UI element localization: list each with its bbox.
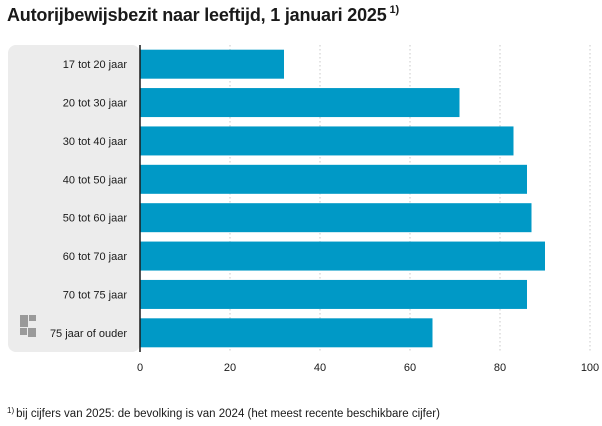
chart-title: Autorijbewijsbezit naar leeftijd, 1 janu… <box>7 4 399 26</box>
x-tick-label: 40 <box>314 362 326 374</box>
footnote-mark: 1) <box>7 406 15 415</box>
category-label: 40 tot 50 jaar <box>63 174 128 186</box>
category-panel <box>8 45 140 352</box>
x-tick-label: 60 <box>404 362 416 374</box>
bar <box>140 241 545 271</box>
bar <box>140 88 460 118</box>
footnote: 1) bij cijfers van 2025: de bevolking is … <box>7 406 440 420</box>
bar-chart: 17 tot 20 jaar 20 tot 30 jaar 30 tot 40 ja… <box>8 45 599 374</box>
bar <box>140 126 514 156</box>
title-footnote-mark: 1) <box>389 4 400 16</box>
x-tick-label: 100 <box>581 362 599 374</box>
category-label: 70 tot 75 jaar <box>63 289 128 301</box>
category-label: 17 tot 20 jaar <box>63 59 128 71</box>
bar <box>140 203 532 233</box>
bar <box>140 49 284 79</box>
category-label: 75 jaar of ouder <box>50 328 127 340</box>
x-tick-label: 0 <box>137 362 143 374</box>
x-tick-label: 20 <box>224 362 236 374</box>
bars <box>140 49 545 348</box>
category-label: 20 tot 30 jaar <box>63 98 128 110</box>
bar <box>140 164 527 194</box>
x-tick-label: 80 <box>494 362 506 374</box>
category-label: 30 tot 40 jaar <box>63 136 128 148</box>
category-label: 50 tot 60 jaar <box>63 213 128 225</box>
bar <box>140 279 527 309</box>
footnote-text: bij cijfers van 2025: de bevolking is va… <box>16 408 440 420</box>
x-tick-labels: 0 20 40 60 80 100 <box>137 362 599 374</box>
category-labels: 17 tot 20 jaar 20 tot 30 jaar 30 tot 40 ja… <box>50 59 127 340</box>
chart-title-text: Autorijbewijsbezit naar leeftijd, 1 janu… <box>7 5 387 25</box>
bar <box>140 318 433 348</box>
category-label: 60 tot 70 jaar <box>63 251 128 263</box>
cbs-logo-icon <box>20 315 36 337</box>
